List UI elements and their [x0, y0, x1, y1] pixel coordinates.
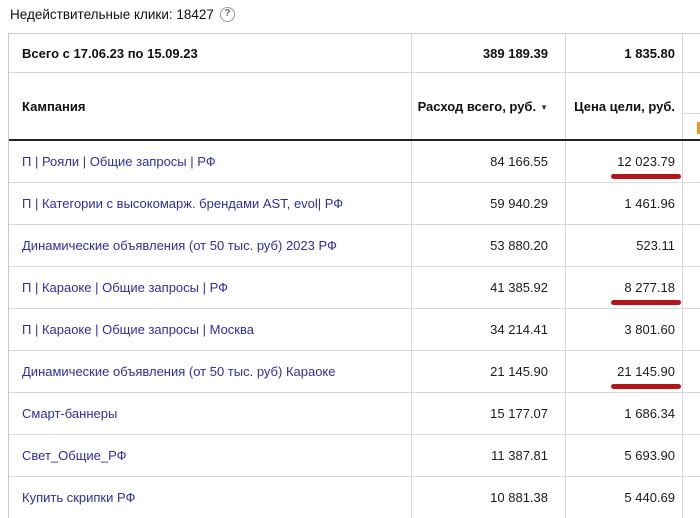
sort-desc-icon[interactable]: ▼ [540, 102, 548, 112]
clipped-cell [683, 393, 700, 434]
clipped-cell [683, 477, 700, 518]
clipped-header-top [683, 73, 700, 114]
invalid-clicks-text: Недействительные клики: 18427 [10, 7, 214, 22]
table-row: Динамические объявления (от 50 тыс. руб)… [9, 351, 700, 393]
column-header-cpa[interactable]: Цена цели, руб. [566, 73, 683, 139]
clipped-cell [683, 183, 700, 224]
cpa-cell: 8 277.18 [566, 267, 683, 308]
campaign-link[interactable]: П | Караоке | Общие запросы | РФ [9, 267, 412, 308]
clipped-header-bottom [683, 114, 700, 139]
spend-value: 59 940.29 [412, 183, 566, 224]
spend-header-text: Расход всего, руб. [417, 98, 537, 114]
campaign-stats-table: Всего с 17.06.23 по 15.09.23 389 189.39 … [8, 33, 700, 518]
spend-value: 41 385.92 [412, 267, 566, 308]
table-row: П | Караоке | Общие запросы | Москва 34 … [9, 309, 700, 351]
table-row: П | Рояли | Общие запросы | РФ 84 166.55… [9, 141, 700, 183]
clipped-orange-text [697, 122, 700, 134]
cpa-value: 8 277.18 [624, 280, 675, 295]
spend-value: 34 214.41 [412, 309, 566, 350]
spend-value: 84 166.55 [412, 141, 566, 182]
campaign-link[interactable]: Свет_Общие_РФ [9, 435, 412, 476]
clipped-cell [683, 435, 700, 476]
campaign-link[interactable]: Динамические объявления (от 50 тыс. руб)… [9, 225, 412, 266]
cpa-cell: 21 145.90 [566, 351, 683, 392]
totals-cpa-value: 1 835.80 [566, 34, 683, 72]
clipped-cell [683, 225, 700, 266]
campaign-link[interactable]: Смарт-баннеры [9, 393, 412, 434]
header-separator-line [9, 139, 700, 141]
clipped-cell [683, 141, 700, 182]
table-row: П | Караоке | Общие запросы | РФ 41 385.… [9, 267, 700, 309]
header-clipped-cell [683, 73, 700, 139]
cpa-value: 5 440.69 [624, 490, 675, 505]
table-row: П | Категории с высокомарж. брендами AST… [9, 183, 700, 225]
cpa-value: 12 023.79 [617, 154, 675, 169]
cpa-cell: 12 023.79 [566, 141, 683, 182]
column-header-campaign[interactable]: Кампания [9, 73, 412, 139]
clipped-cell [683, 351, 700, 392]
invalid-clicks-label: Недействительные клики: 18427 ? [10, 7, 235, 22]
table-row: Смарт-баннеры 15 177.07 1 686.34 [9, 393, 700, 435]
cpa-value: 5 693.90 [624, 448, 675, 463]
campaign-link[interactable]: Купить скрипки РФ [9, 477, 412, 518]
red-underline-annotation [611, 174, 681, 179]
header-row: Кампания Расход всего, руб. ▼ Цена цели,… [9, 73, 700, 139]
cpa-value: 1 686.34 [624, 406, 675, 421]
cpa-cell: 1 686.34 [566, 393, 683, 434]
cpa-cell: 5 440.69 [566, 477, 683, 518]
campaign-link[interactable]: Динамические объявления (от 50 тыс. руб)… [9, 351, 412, 392]
spend-value: 10 881.38 [412, 477, 566, 518]
table-row: Динамические объявления (от 50 тыс. руб)… [9, 225, 700, 267]
campaign-link[interactable]: П | Караоке | Общие запросы | Москва [9, 309, 412, 350]
cpa-cell: 1 461.96 [566, 183, 683, 224]
spend-value: 53 880.20 [412, 225, 566, 266]
table-row: Купить скрипки РФ 10 881.38 5 440.69 [9, 477, 700, 518]
clipped-cell [683, 267, 700, 308]
help-question-icon[interactable]: ? [219, 7, 235, 22]
column-header-spend[interactable]: Расход всего, руб. ▼ [412, 73, 566, 139]
totals-spend-value: 389 189.39 [412, 34, 566, 72]
campaign-link[interactable]: П | Рояли | Общие запросы | РФ [9, 141, 412, 182]
campaign-link[interactable]: П | Категории с высокомарж. брендами AST… [9, 183, 412, 224]
cpa-value: 1 461.96 [624, 196, 675, 211]
cpa-value: 523.11 [636, 238, 675, 253]
table-row: Свет_Общие_РФ 11 387.81 5 693.90 [9, 435, 700, 477]
cpa-value: 21 145.90 [617, 364, 675, 379]
cpa-cell: 523.11 [566, 225, 683, 266]
totals-row: Всего с 17.06.23 по 15.09.23 389 189.39 … [9, 34, 700, 73]
totals-period-label: Всего с 17.06.23 по 15.09.23 [9, 34, 412, 72]
red-underline-annotation [611, 384, 681, 389]
cpa-cell: 5 693.90 [566, 435, 683, 476]
red-underline-annotation [611, 300, 681, 305]
totals-clipped-cell [683, 34, 700, 72]
cpa-value: 3 801.60 [624, 322, 675, 337]
spend-value: 11 387.81 [412, 435, 566, 476]
clipped-cell [683, 309, 700, 350]
spend-value: 15 177.07 [412, 393, 566, 434]
cpa-cell: 3 801.60 [566, 309, 683, 350]
spend-value: 21 145.90 [412, 351, 566, 392]
